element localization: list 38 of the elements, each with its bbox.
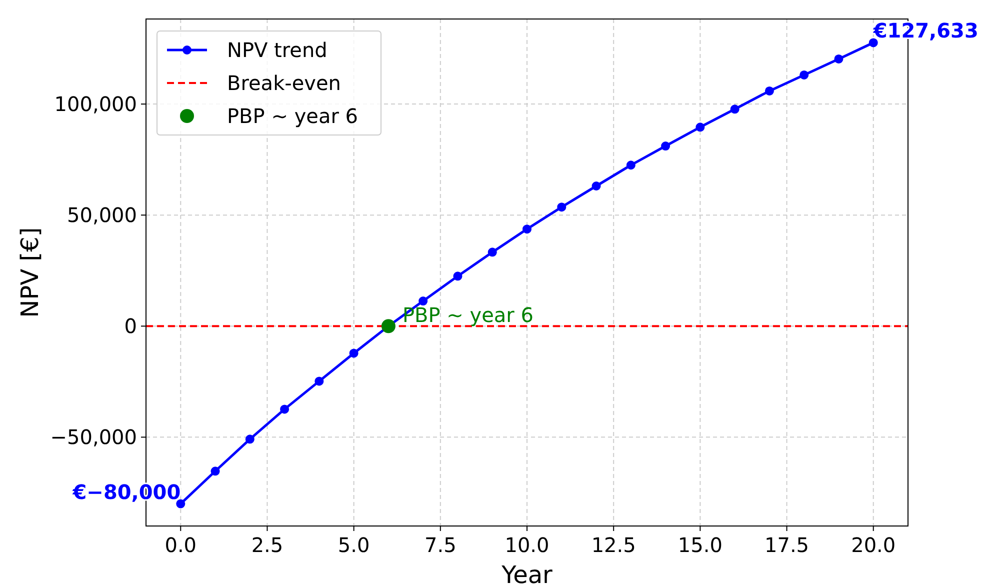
- legend-label: Break-even: [227, 71, 341, 95]
- point: [661, 142, 670, 151]
- y-tick-label: −50,000: [50, 425, 137, 450]
- x-tick-label: 20.0: [851, 533, 896, 557]
- point: [730, 104, 740, 114]
- point: [592, 182, 601, 190]
- y-axis-title: NPV [€]: [16, 227, 44, 318]
- point: [800, 70, 809, 80]
- x-tick-label: 0.0: [164, 533, 197, 557]
- point: [453, 272, 462, 281]
- x-tick-label: 10.0: [504, 533, 550, 557]
- y-tick-label: 50,000: [67, 203, 137, 228]
- point: [314, 376, 324, 386]
- x-tick-label: 15.0: [678, 533, 722, 557]
- x-tick-label: 2.5: [251, 533, 284, 557]
- point: [522, 224, 532, 234]
- y-tick-label: 0: [124, 314, 137, 338]
- point: [418, 296, 428, 306]
- point: [280, 404, 290, 414]
- x-tick-label: 17.5: [764, 533, 810, 557]
- x-tick-label: 5.0: [338, 533, 370, 557]
- point: [381, 319, 396, 334]
- point: [764, 86, 774, 96]
- y-tick-label: 100,000: [54, 92, 137, 116]
- x-tick-label: 7.5: [424, 533, 456, 557]
- point: [349, 348, 358, 358]
- legend-label: NPV trend: [227, 38, 328, 62]
- point: [834, 54, 844, 64]
- legend-label: PBP ~ year 6: [227, 104, 358, 128]
- point: [557, 202, 566, 212]
- point: [488, 248, 497, 257]
- x-tick-label: 12.5: [591, 533, 636, 557]
- annotation: PBP ~ year 6: [402, 303, 534, 328]
- point: [210, 466, 220, 476]
- point: [696, 122, 705, 132]
- point: [626, 160, 636, 170]
- point: [245, 434, 254, 444]
- x-axis-title: Year: [500, 561, 553, 586]
